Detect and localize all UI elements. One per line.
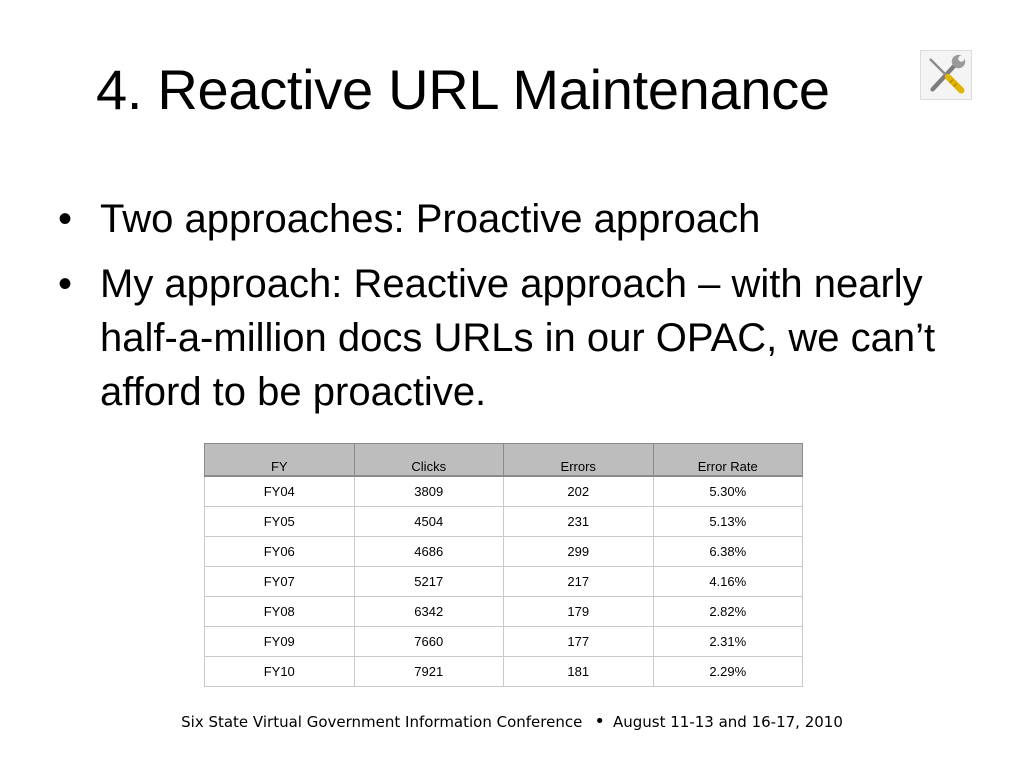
tools-icon <box>920 50 972 100</box>
bullet-marker: • <box>58 197 73 241</box>
table-cell: FY07 <box>204 566 355 597</box>
table-row: FY05 4504 231 5.13% <box>204 506 803 537</box>
table-cell: 6.38% <box>652 536 803 567</box>
footer-separator: • <box>594 711 605 732</box>
table-row: FY09 7660 177 2.31% <box>204 626 803 657</box>
table-row: FY04 3809 202 5.30% <box>204 475 803 507</box>
table-cell: 177 <box>503 626 654 657</box>
table-cell: FY05 <box>204 506 355 537</box>
table-cell: 2.31% <box>652 626 803 657</box>
table-row: FY10 7921 181 2.29% <box>204 656 803 687</box>
table-cell: FY09 <box>204 626 355 657</box>
table-cell: FY04 <box>204 475 355 507</box>
bullet-item: • Two approaches: Proactive approach <box>58 192 938 246</box>
bullet-marker: • <box>58 262 73 306</box>
table-cell: 5217 <box>353 566 504 597</box>
column-header-fy: FY <box>204 443 355 477</box>
bullet-text: Two approaches: Proactive approach <box>100 197 761 241</box>
bullet-item: • My approach: Reactive approach – with … <box>58 257 938 419</box>
table-cell: 2.29% <box>652 656 803 687</box>
footer-dates: August 11-13 and 16-17, 2010 <box>612 713 843 731</box>
table-row: FY08 6342 179 2.82% <box>204 596 803 627</box>
table-cell: 202 <box>503 475 654 507</box>
slide-title: 4. Reactive URL Maintenance <box>96 58 830 121</box>
table-cell: 6342 <box>353 596 504 627</box>
bullet-list: • Two approaches: Proactive approach • M… <box>58 192 938 430</box>
table-cell: 7660 <box>353 626 504 657</box>
table-cell: 5.30% <box>652 475 803 507</box>
table-cell: 299 <box>503 536 654 567</box>
column-header-clicks: Clicks <box>353 443 504 477</box>
table-header-row: FY Clicks Errors Error Rate <box>204 443 803 477</box>
table-cell: 2.82% <box>652 596 803 627</box>
table-cell: 5.13% <box>652 506 803 537</box>
table-cell: 231 <box>503 506 654 537</box>
table-cell: 179 <box>503 596 654 627</box>
table-cell: 4.16% <box>652 566 803 597</box>
table-cell: FY10 <box>204 656 355 687</box>
column-header-error-rate: Error Rate <box>652 443 803 477</box>
bullet-text: My approach: Reactive approach – with ne… <box>100 262 936 414</box>
column-header-errors: Errors <box>503 443 654 477</box>
table-cell: 181 <box>503 656 654 687</box>
table-row: FY06 4686 299 6.38% <box>204 536 803 567</box>
table-cell: 4686 <box>353 536 504 567</box>
slide-footer: Six State Virtual Government Information… <box>0 711 1024 732</box>
table-cell: 7921 <box>353 656 504 687</box>
table-cell: 4504 <box>353 506 504 537</box>
table-row: FY07 5217 217 4.16% <box>204 566 803 597</box>
table-cell: FY08 <box>204 596 355 627</box>
table-cell: 3809 <box>353 475 504 507</box>
table-cell: FY06 <box>204 536 355 567</box>
table-cell: 217 <box>503 566 654 597</box>
url-error-table: FY Clicks Errors Error Rate FY04 3809 20… <box>204 443 803 687</box>
footer-conference: Six State Virtual Government Information… <box>181 713 583 731</box>
